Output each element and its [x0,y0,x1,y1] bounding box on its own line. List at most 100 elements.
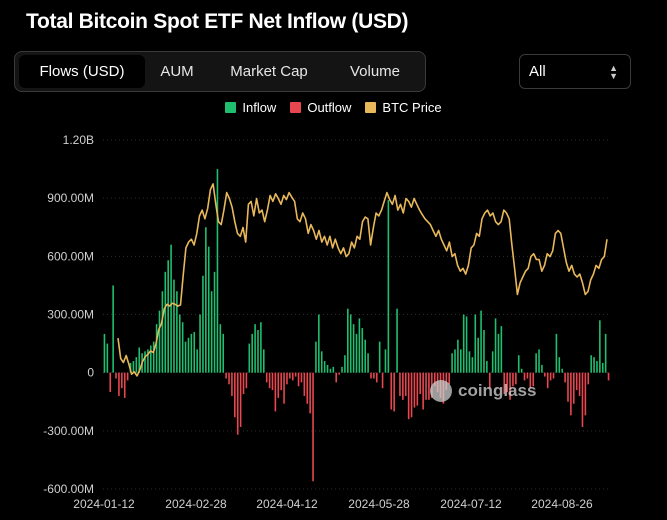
outflow-bar [242,372,245,394]
inflow-bar [457,339,459,373]
inflow-bar [358,318,361,373]
legend-swatch-inflow [225,102,237,113]
outflow-bar [546,372,549,389]
legend-swatch-outflow [290,102,302,113]
inflow-bar [216,169,219,373]
outflow-bar [512,372,514,387]
outflow-bar [274,372,277,412]
inflow-bar [341,366,343,373]
inflow-bar [158,310,161,373]
inflow-bar [196,349,198,373]
page-title: Total Bitcoin Spot ETF Net Inflow (USD) [26,10,409,33]
inflow-bar [254,324,256,373]
outflow-bar [294,372,297,377]
outflow-bar [265,372,268,383]
inflow-bar [260,322,262,373]
outflow-bar [390,372,393,410]
outflow-bar [109,372,112,393]
watermark: coinglass [430,380,536,402]
inflow-bar [161,291,164,373]
legend-item-inflow[interactable]: Inflow [225,100,276,115]
outflow-bar [570,372,572,416]
inflow-bar [138,347,141,373]
legend-item-outflow[interactable]: Outflow [290,100,351,115]
outflow-bar [448,372,450,385]
inflow-bar [538,349,540,373]
inflow-bar [355,333,358,373]
outflow-bar [581,372,584,427]
x-tick-label: 2024-08-26 [531,497,593,511]
outflow-bar [268,372,271,389]
y-tick-label: 1.20B [63,133,94,147]
legend-label-inflow: Inflow [242,100,277,115]
range-select-value: All [529,63,546,80]
inflow-bar [387,200,390,373]
inflow-bar [135,357,138,373]
inflow-bar [535,353,537,373]
inflow-bar [181,322,184,373]
outflow-bar [303,372,306,396]
outflow-bar [584,372,587,416]
inflow-bar [541,364,543,373]
inflow-bar [596,361,598,373]
outflow-bar [312,372,314,482]
tab-aum[interactable]: AUM [160,63,194,80]
inflow-bar [207,246,210,373]
inflow-bar [106,343,109,373]
outflow-bar [297,372,300,387]
inflow-bar [396,308,398,373]
inflow-bar [199,314,201,373]
tab-flows[interactable]: Flows (USD) [19,55,145,88]
tab-volume[interactable]: Volume [349,63,401,80]
inflow-bar [378,341,381,373]
x-tick-label: 2024-07-12 [440,497,502,511]
outflow-bar [578,372,581,396]
outflow-bar [373,372,375,379]
outflow-bar [271,372,274,391]
inflow-bar [248,343,251,373]
outflow-bar [228,372,230,385]
outflow-bar [123,372,126,398]
inflow-bar [147,349,149,373]
inflow-bar [167,260,169,373]
inflow-bar [329,368,332,373]
outflow-bar [300,372,303,383]
outflow-bar [433,372,436,387]
inflow-bar [349,314,352,373]
inflow-bar [599,320,601,373]
legend-item-btc-price[interactable]: BTC Price [365,100,442,115]
outflow-bar [575,372,578,391]
outflow-bar [291,372,294,381]
inflow-bar [480,310,482,373]
inflow-bar [326,364,329,373]
inflow-bar [176,291,178,373]
legend-swatch-btc-price [365,102,377,113]
inflow-bar [344,355,346,373]
inflow-bar [364,339,366,373]
inflow-bar [323,361,326,373]
outflow-bar [410,372,413,418]
inflow-bar [320,351,323,373]
x-tick-label: 2024-04-12 [256,497,318,511]
inflow-bar [361,328,364,373]
tab-market-cap[interactable]: Market Cap [230,63,308,80]
x-tick-label: 2024-02-28 [165,497,227,511]
inflow-bar [210,291,213,373]
inflow-bar [590,355,592,373]
inflow-bar [193,331,196,373]
y-tick-label: 600.00M [47,249,94,263]
outflow-bar [239,372,242,427]
outflow-bar [413,372,416,408]
inflow-bar [352,324,355,373]
inflow-bar [155,324,158,373]
outflow-bar [306,372,309,404]
outflow-bar [526,372,529,379]
outflow-bar [428,372,430,400]
outflow-bar [572,372,575,404]
inflow-bar [173,279,175,373]
outflow-bar [425,372,427,400]
inflow-bar [213,271,216,373]
range-select[interactable]: All ▲ ▼ [519,54,631,89]
inflow-bar [384,349,387,373]
